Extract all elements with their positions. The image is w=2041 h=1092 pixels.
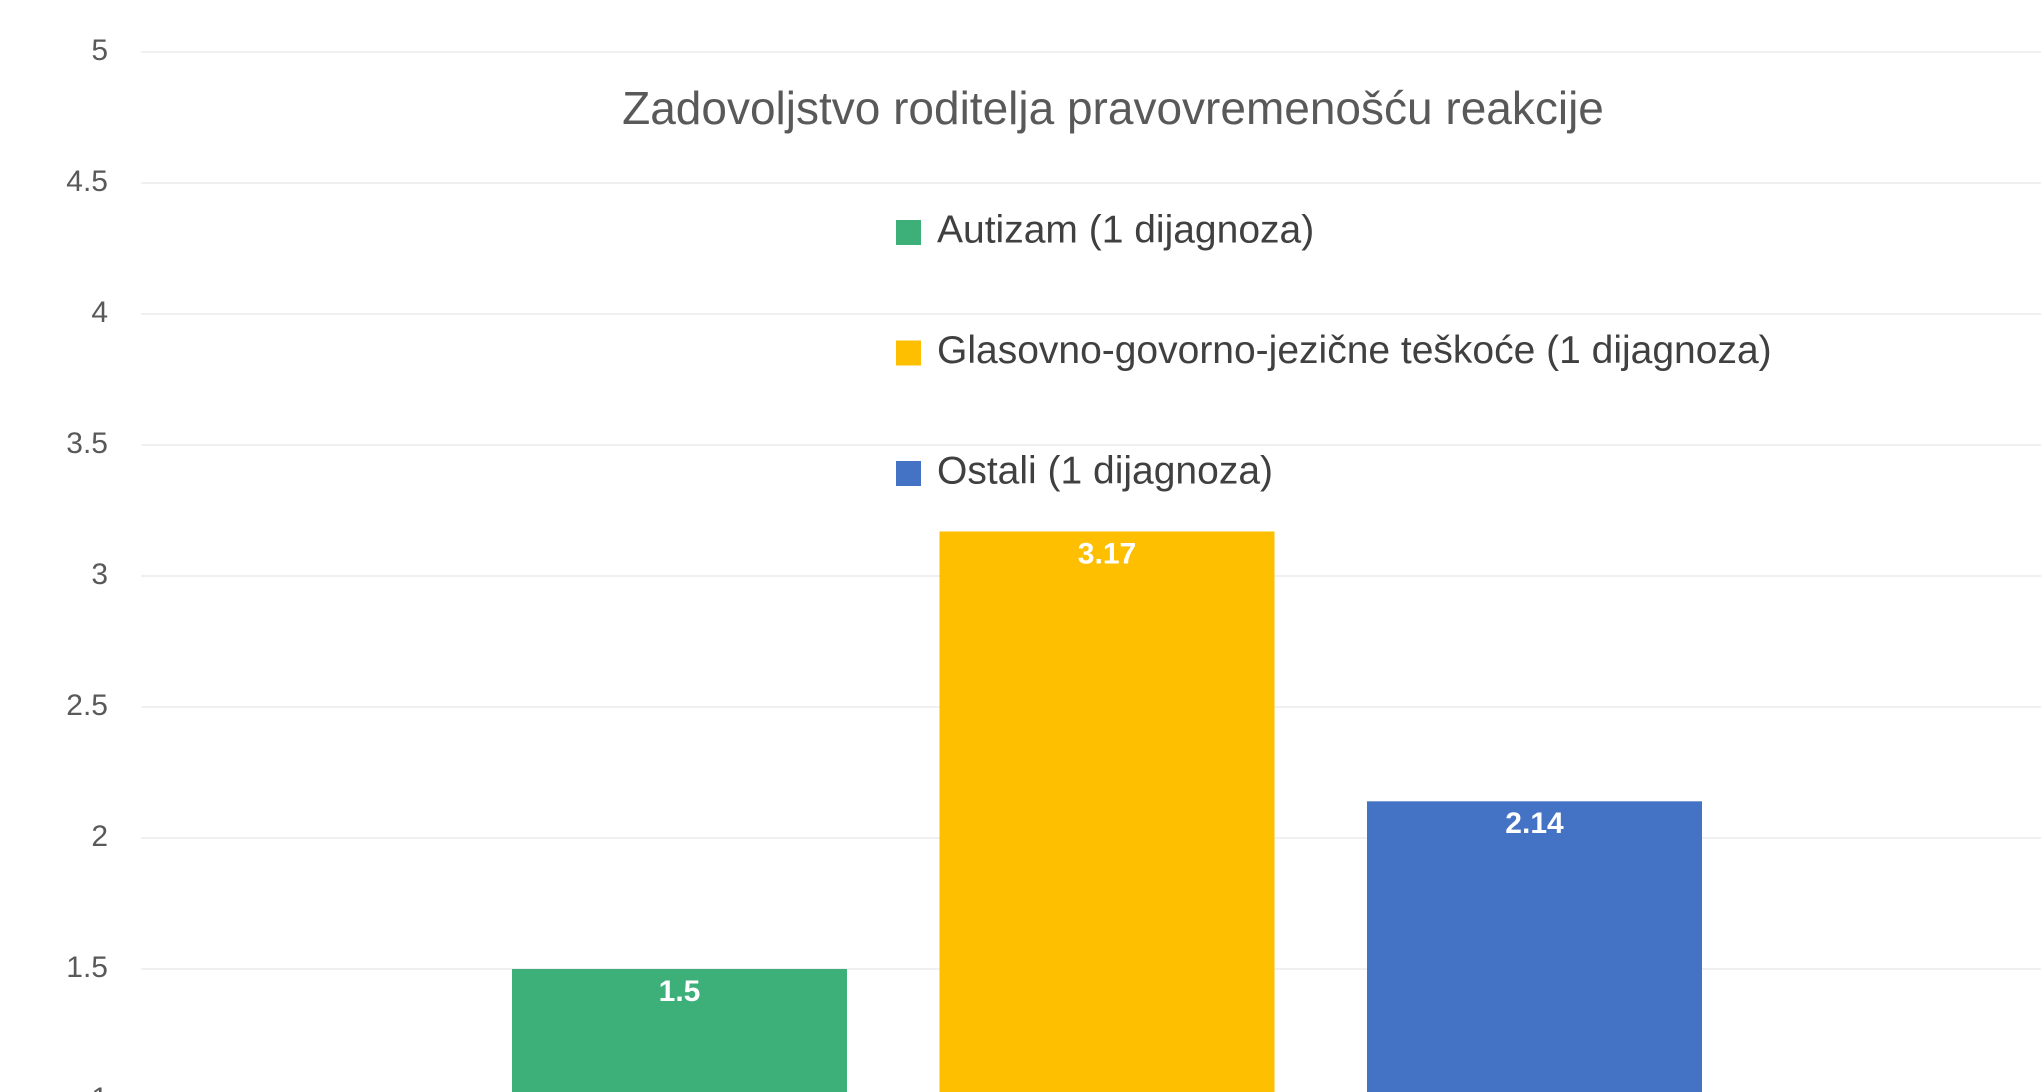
y-tick-label: 4 <box>91 296 108 329</box>
y-tick-label: 2.5 <box>66 689 108 722</box>
data-label: 2.14 <box>1505 807 1564 840</box>
legend-swatch <box>896 340 921 366</box>
data-label: 1.5 <box>659 975 701 1008</box>
bar <box>512 969 847 1092</box>
y-tick-label: 5 <box>91 34 108 67</box>
data-label: 3.17 <box>1078 537 1136 570</box>
bar <box>939 531 1275 1092</box>
legend-label: Autizam (1 dijagnoza) <box>937 208 1314 251</box>
chart-title: Zadovoljstvo roditelja pravovremenošću r… <box>622 82 1604 134</box>
y-tick-label: 2 <box>91 820 108 853</box>
y-tick-label: 3 <box>91 558 108 591</box>
y-tick-label: 1.5 <box>66 951 108 984</box>
legend-label: Ostali (1 dijagnoza) <box>937 449 1273 492</box>
legend-label: Glasovno-govorno-jezične teškoće (1 dija… <box>937 329 1772 372</box>
legend-swatch <box>896 461 921 486</box>
y-tick-label: 3.5 <box>66 427 108 460</box>
y-tick-label: 4.5 <box>66 165 108 198</box>
legend-swatch <box>896 220 921 245</box>
bar <box>1367 801 1702 1092</box>
y-tick-label: 1 <box>91 1082 108 1092</box>
